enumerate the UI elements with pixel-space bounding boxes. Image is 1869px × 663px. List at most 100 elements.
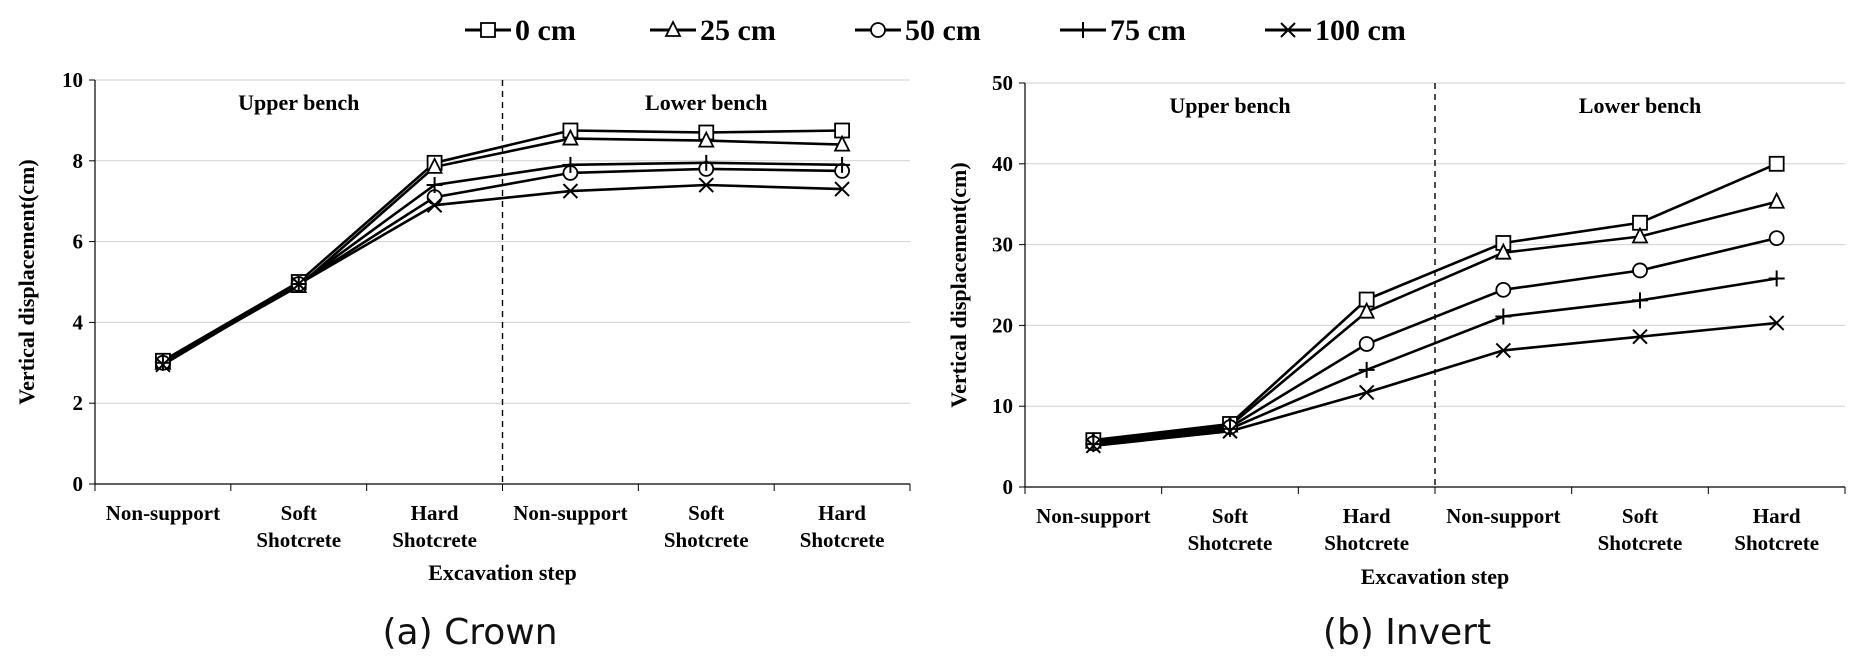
- data-point-circle: [1632, 262, 1648, 279]
- data-point-plus: [698, 154, 715, 171]
- series-line: [162, 183, 843, 366]
- legend-marker-circle: [870, 22, 886, 38]
- data-point-cross: [291, 276, 307, 292]
- x-tick-label: Shotcrete: [664, 528, 749, 552]
- y-tick-label: 20: [992, 313, 1013, 337]
- data-point-cross: [1222, 423, 1238, 439]
- series-line: [1093, 200, 1778, 444]
- legend-marker-cross: [1280, 22, 1296, 38]
- y-tick-label: 10: [62, 68, 83, 92]
- data-point-cross: [698, 177, 714, 193]
- x-tick-label: Non-support: [1446, 504, 1560, 528]
- data-point-plus: [154, 354, 171, 371]
- data-point-cross: [562, 183, 579, 199]
- data-point-cross: [426, 197, 443, 213]
- data-point-triangle: [561, 128, 579, 146]
- legend-label: 50 cm: [905, 14, 981, 47]
- legend-marker-square: [480, 22, 496, 38]
- x-tick-label: Hard: [411, 501, 459, 525]
- x-tick-label: Non-support: [106, 501, 220, 525]
- data-point-cross: [834, 181, 850, 197]
- x-tick-label: Hard: [1753, 504, 1801, 528]
- y-tick-label: 50: [992, 71, 1013, 95]
- data-point-triangle: [1631, 226, 1649, 244]
- x-tick-label: Soft: [281, 501, 317, 525]
- data-point-plus: [426, 177, 443, 194]
- y-tick-label: 10: [992, 394, 1013, 418]
- legend-item: 100 cm: [1265, 14, 1406, 47]
- data-point-triangle: [833, 134, 851, 152]
- series-line: [1093, 277, 1777, 446]
- legend-item: 75 cm: [1060, 14, 1186, 47]
- data-point-triangle: [697, 130, 715, 148]
- chart-caption: (a) Crown: [382, 612, 557, 653]
- region-label-lower-bench: Lower bench: [645, 90, 767, 115]
- x-tick-label: Hard: [818, 501, 866, 525]
- invert-chart: 0 10 20 30 40 50 Upper bench Lower bench Non-sup…: [946, 71, 1846, 653]
- x-tick-label: Shotcrete: [392, 528, 477, 552]
- region-label-upper-bench: Upper bench: [238, 90, 359, 115]
- x-tick-label: Shotcrete: [1734, 531, 1819, 555]
- x-tick-label: Non-support: [513, 501, 627, 525]
- legend-label: 0 cm: [515, 14, 576, 47]
- region-label-upper-bench: Upper bench: [1169, 93, 1290, 118]
- y-tick-label: 0: [1003, 475, 1014, 499]
- x-tick-label: Soft: [1212, 504, 1248, 528]
- x-tick-label: Soft: [688, 501, 724, 525]
- legend-label: 100 cm: [1315, 14, 1406, 47]
- x-axis-title: Excavation step: [428, 560, 577, 585]
- data-point-circle: [1495, 281, 1512, 298]
- data-point-circle: [1768, 230, 1785, 247]
- legend: 0 cm 25 cm 50 cm 75 cm 100 cm: [465, 14, 1406, 47]
- x-axis-title: Excavation step: [1361, 564, 1510, 589]
- data-point-cross: [1085, 438, 1102, 454]
- data-point-plus: [1085, 436, 1102, 453]
- x-tick-label: Shotcrete: [1324, 531, 1409, 555]
- series-line: [162, 129, 843, 362]
- data-point-plus: [1768, 270, 1785, 287]
- y-tick-label: 30: [992, 233, 1013, 257]
- data-point-cross: [1768, 315, 1785, 331]
- data-point-square: [1768, 155, 1785, 172]
- x-tick-label: Hard: [1343, 504, 1391, 528]
- series-line: [1093, 321, 1777, 448]
- x-tick-label: Soft: [1622, 504, 1658, 528]
- series-line: [1093, 162, 1778, 442]
- legend-label: 25 cm: [700, 14, 776, 47]
- y-tick-label: 40: [992, 152, 1013, 176]
- legend-marker-plus: [1075, 22, 1091, 38]
- y-tick-label: 6: [73, 230, 84, 254]
- legend-marker-triangle: [664, 19, 682, 37]
- x-tick-label: Non-support: [1036, 504, 1150, 528]
- data-point-triangle: [426, 156, 444, 174]
- legend-item: 0 cm: [465, 14, 576, 47]
- data-point-circle: [1358, 336, 1375, 352]
- data-point-plus: [562, 156, 579, 173]
- data-point-plus: [1222, 420, 1238, 437]
- data-point-plus: [1358, 361, 1375, 378]
- data-point-cross: [1632, 329, 1648, 345]
- y-axis-title: Vertical displacement(cm): [14, 159, 39, 404]
- data-point-plus: [834, 156, 851, 173]
- chart-caption: (b) Invert: [1323, 612, 1491, 653]
- data-point-cross: [155, 357, 171, 373]
- y-tick-label: 4: [73, 310, 84, 334]
- data-point-cross: [1358, 384, 1375, 401]
- data-point-plus: [1495, 308, 1512, 325]
- legend-item: 25 cm: [650, 14, 776, 47]
- x-tick-label: Shotcrete: [256, 528, 341, 552]
- y-tick-label: 8: [73, 149, 84, 173]
- crown-chart: 0 2 4 6 8 10 Upper bench Lower bench Non-support…: [14, 68, 911, 653]
- data-point-triangle: [1768, 191, 1786, 209]
- legend-label: 75 cm: [1110, 14, 1186, 47]
- y-tick-label: 0: [73, 472, 84, 496]
- x-tick-label: Shotcrete: [1188, 531, 1273, 555]
- data-point-triangle: [1358, 301, 1376, 319]
- y-tick-label: 2: [73, 391, 84, 415]
- legend-item: 50 cm: [855, 14, 981, 47]
- x-tick-label: Shotcrete: [1598, 531, 1683, 555]
- x-tick-label: Shotcrete: [800, 528, 885, 552]
- data-point-triangle: [1494, 242, 1512, 260]
- data-point-cross: [1495, 342, 1512, 359]
